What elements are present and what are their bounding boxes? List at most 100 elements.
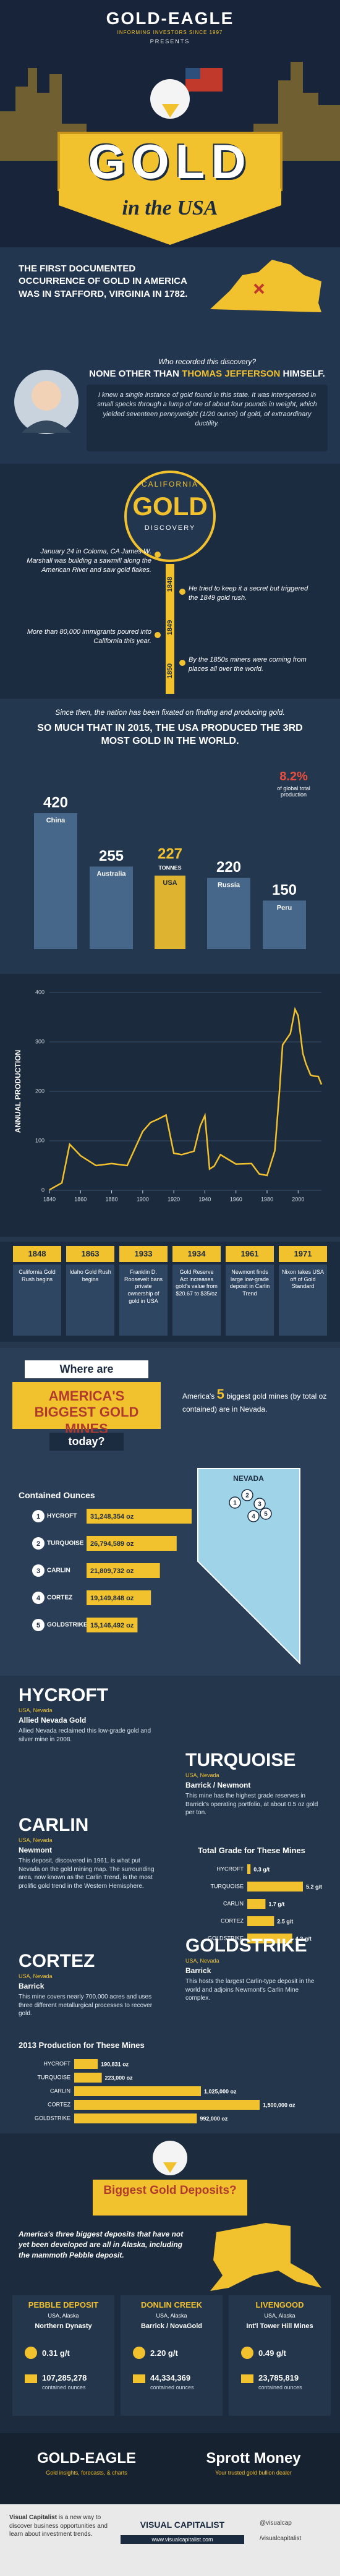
section-bg [0, 1676, 340, 2133]
heading-top: Where are [25, 1360, 148, 1378]
deposit-ribbon [93, 2180, 247, 2216]
y-tick-label: 200 [35, 1088, 45, 1094]
mine-owner: Allied Nevada Gold [19, 1716, 87, 1725]
x-tick-label: 1980 [261, 1196, 273, 1202]
event-box [279, 1265, 327, 1336]
timeline-year: 1933 [134, 1249, 153, 1258]
category: Peru [277, 904, 292, 911]
deposit-heading: Biggest Gold Deposits? [103, 2184, 237, 2197]
category: TURQUOISE [210, 1883, 244, 1889]
marker-rank: 3 [258, 1501, 261, 1508]
question: Who recorded this discovery? [158, 357, 257, 366]
bar [74, 2100, 260, 2110]
map-marker [241, 1489, 253, 1501]
timeline-year: 1934 [187, 1249, 206, 1258]
note-number: 5 [216, 1386, 224, 1402]
event-text: By the 1850s miners were coming from pla… [189, 656, 307, 673]
rank: 4 [36, 1595, 41, 1602]
vc-text: is a new way to discover business opport… [9, 2514, 108, 2538]
value-label: 21,809,732 oz [90, 1567, 134, 1575]
chart-title: SO MUCH THAT IN 2015, THE USA PRODUCED T… [37, 723, 303, 746]
year-label: 1849 [166, 620, 174, 635]
timeline-year: 1848 [28, 1249, 46, 1258]
value-label: 5.2 g/t [306, 1883, 322, 1890]
bar-value: 227 [158, 845, 182, 862]
mine-text: This hosts the largest Carlin-type depos… [185, 1978, 315, 2002]
mine-text: This mine has the highest grade reserves… [185, 1793, 318, 1816]
grade-icon [241, 2347, 253, 2359]
portrait-body [22, 420, 71, 433]
section-bg [0, 2433, 340, 2504]
y-axis-label: ANNUAL PRODUCTION [14, 1050, 22, 1133]
deposit-grade: 2.20 g/t [150, 2348, 178, 2358]
year-box [226, 1246, 274, 1262]
mine-name: HYCROFT [19, 1685, 108, 1705]
y-tick-label: 100 [35, 1137, 45, 1143]
y-tick-label: 400 [35, 989, 45, 995]
event-icon [179, 660, 185, 666]
mines-note: America's 5 biggest gold mines (by total… [182, 1385, 328, 1415]
bar [87, 1590, 151, 1605]
bar [155, 876, 185, 949]
timeline-text: California Gold Rush begins [19, 1269, 56, 1282]
value-label: 190,831 oz [101, 2061, 129, 2067]
year-label: 1850 [166, 663, 174, 678]
bar [247, 1916, 274, 1926]
category: GOLDSTRIKE [47, 1622, 88, 1629]
timeline-year: 1863 [81, 1249, 100, 1258]
event-text: More than 80,000 immigrants poured into … [27, 628, 151, 645]
share-value: 8.2% [279, 770, 308, 783]
category: CARLIN [50, 2088, 70, 2094]
discovery-badge [124, 471, 216, 562]
chevron [59, 189, 281, 245]
bar [247, 1899, 266, 1909]
x-tick-label: 1920 [168, 1196, 180, 1202]
deposit-owner: Int'l Tower Hill Mines [246, 2322, 313, 2330]
vc-facebook: /visualcapitalist [260, 2535, 302, 2542]
vc-blurb: Visual Capitalist is a new way to discov… [9, 2514, 114, 2539]
bar-value: 150 [272, 882, 297, 898]
rank-badge [32, 1510, 45, 1522]
eagle-head [150, 79, 190, 119]
value-label: 4.2 g/t [295, 1935, 312, 1942]
deposit-location: USA, Alaska [264, 2313, 295, 2319]
map-marker [253, 1498, 266, 1510]
timeline-text: Franklin D. Roosevelt bans private owner… [124, 1269, 163, 1304]
bar [74, 2073, 102, 2083]
mine-name: GOLDSTRIKE [185, 1935, 307, 1956]
rank-badge [32, 1564, 45, 1577]
category: Russia [218, 882, 240, 889]
flag-canton [185, 68, 200, 79]
event-box [66, 1265, 114, 1336]
chart-subtitle: Since then, the nation has been fixated … [55, 708, 285, 717]
unit: TONNES [158, 864, 181, 871]
bar-value: 220 [216, 859, 241, 876]
ounces-label: contained ounces [258, 2384, 302, 2390]
ounce-icon [241, 2374, 253, 2383]
value-label: 0.3 g/t [253, 1866, 270, 1872]
deposit-grade: 0.31 g/t [42, 2348, 70, 2358]
chart-title: Total Grade for These Mines [198, 1846, 305, 1855]
year-box [172, 1246, 221, 1262]
intro-headline: THE FIRST DOCUMENTED OCCURRENCE OF GOLD … [19, 263, 188, 299]
grade-icon [133, 2347, 145, 2359]
bar [247, 1882, 303, 1891]
value-label: 223,000 oz [105, 2075, 134, 2081]
eagle-head [153, 2141, 187, 2175]
ounces-label: contained ounces [150, 2384, 194, 2390]
partner-tagline: Your trusted gold bullion dealer [215, 2470, 292, 2476]
category: TURQUOISE [47, 1540, 84, 1547]
event-box [226, 1265, 274, 1336]
x-tick-label: 1880 [106, 1196, 118, 1202]
deposit-lead: America's three biggest deposits that ha… [19, 2230, 184, 2259]
x-tick-label: 1900 [137, 1196, 149, 1202]
vc-brand: VISUAL CAPITALIST [140, 2520, 225, 2530]
heading-bottom: today? [49, 1433, 124, 1451]
note-lead: America's [182, 1392, 215, 1401]
tagline: INFORMING INVESTORS SINCE 1997 [117, 30, 223, 35]
mine-location: USA, Nevada [19, 1973, 53, 1979]
marker-rank: 4 [252, 1514, 255, 1520]
deposit-name: PEBBLE DEPOSIT [28, 2300, 99, 2309]
